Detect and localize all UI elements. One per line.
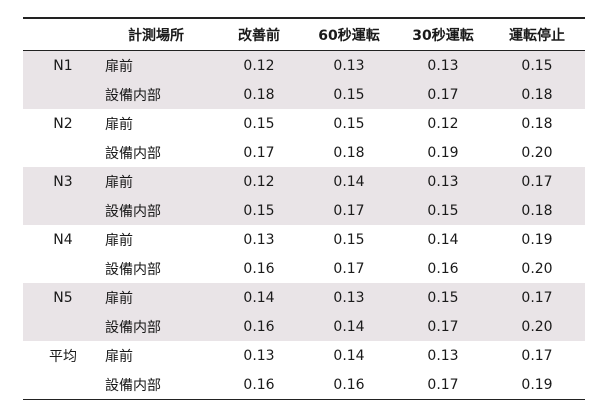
measurement-table-container: 計測場所 改善前 60秒運転 30秒運転 運転停止 N1 扉前 0.12 0.1… — [23, 17, 585, 400]
table-row: 設備内部 0.18 0.15 0.17 0.18 — [23, 80, 585, 109]
value-cell: 0.12 — [217, 167, 301, 196]
value-cell: 0.17 — [397, 370, 489, 400]
value-cell: 0.13 — [427, 347, 459, 364]
location-cell: 設備内部 — [105, 145, 161, 162]
location-cell: 扉前 — [103, 50, 217, 80]
value-cell: 0.18 — [521, 115, 553, 132]
table-row: N5 扉前 0.14 0.13 0.15 0.17 — [23, 283, 585, 312]
value-cell: 0.15 — [333, 231, 365, 248]
value-cell: 0.17 — [243, 144, 275, 161]
location-cell: 設備内部 — [103, 80, 217, 109]
group-label: N5 — [23, 283, 103, 312]
group-label: N3 — [23, 167, 103, 196]
value-cell: 0.19 — [489, 370, 585, 400]
value-cell: 0.14 — [333, 347, 365, 364]
value-cell: 0.12 — [217, 50, 301, 80]
value-cell: 0.16 — [427, 260, 459, 277]
value-cell: 0.20 — [489, 312, 585, 341]
value-cell: 0.18 — [489, 196, 585, 225]
header-row: 計測場所 改善前 60秒運転 30秒運転 運転停止 — [23, 17, 585, 51]
group-label-empty — [23, 80, 103, 109]
value-cell: 0.17 — [397, 80, 489, 109]
value-cell: 0.15 — [217, 196, 301, 225]
location-cell: 扉前 — [105, 348, 133, 365]
value-cell: 0.16 — [217, 370, 301, 400]
value-cell: 0.18 — [217, 80, 301, 109]
location-cell: 扉前 — [103, 283, 217, 312]
table-row: 設備内部 0.16 0.17 0.16 0.20 — [23, 254, 585, 283]
table-row: N2 扉前 0.15 0.15 0.12 0.18 — [23, 109, 585, 138]
value-cell: 0.19 — [427, 144, 459, 161]
value-cell: 0.18 — [489, 80, 585, 109]
header-60s-operation: 60秒運転 — [301, 17, 397, 51]
location-cell: 設備内部 — [103, 196, 217, 225]
table-row: 設備内部 0.16 0.14 0.17 0.20 — [23, 312, 585, 341]
value-cell: 0.14 — [301, 312, 397, 341]
value-cell: 0.15 — [397, 196, 489, 225]
location-cell: 設備内部 — [105, 261, 161, 278]
group-label-empty — [23, 370, 103, 400]
value-cell: 0.17 — [333, 260, 365, 277]
table-row: N1 扉前 0.12 0.13 0.13 0.15 — [23, 50, 585, 80]
value-cell: 0.17 — [397, 312, 489, 341]
value-cell: 0.18 — [333, 144, 365, 161]
value-cell: 0.16 — [243, 260, 275, 277]
value-cell: 0.13 — [397, 167, 489, 196]
group-label: N2 — [53, 115, 73, 132]
location-cell: 扉前 — [105, 232, 133, 249]
value-cell: 0.17 — [521, 347, 553, 364]
value-cell: 0.12 — [427, 115, 459, 132]
group-label-empty — [23, 138, 103, 167]
group-label: N4 — [53, 231, 73, 248]
value-cell: 0.13 — [301, 50, 397, 80]
value-cell: 0.16 — [217, 312, 301, 341]
value-cell: 0.14 — [427, 231, 459, 248]
value-cell: 0.20 — [521, 144, 553, 161]
measurement-table: 計測場所 改善前 60秒運転 30秒運転 運転停止 N1 扉前 0.12 0.1… — [23, 17, 585, 400]
header-group — [23, 17, 103, 51]
group-label-empty — [23, 312, 103, 341]
header-operation-stop: 運転停止 — [489, 17, 585, 51]
location-cell: 扉前 — [105, 116, 133, 133]
value-cell: 0.13 — [397, 50, 489, 80]
table-row: 平均 扉前 0.13 0.14 0.13 0.17 — [23, 341, 585, 370]
table-body: N1 扉前 0.12 0.13 0.13 0.15 設備内部 0.18 0.15… — [23, 50, 585, 400]
group-label: N1 — [23, 50, 103, 80]
value-cell: 0.13 — [243, 347, 275, 364]
header-location: 計測場所 — [103, 17, 217, 51]
value-cell: 0.17 — [489, 167, 585, 196]
group-label-empty — [23, 196, 103, 225]
value-cell: 0.20 — [521, 260, 553, 277]
table-row: N3 扉前 0.12 0.14 0.13 0.17 — [23, 167, 585, 196]
value-cell: 0.16 — [301, 370, 397, 400]
value-cell: 0.15 — [489, 50, 585, 80]
value-cell: 0.14 — [217, 283, 301, 312]
location-cell: 設備内部 — [103, 312, 217, 341]
location-cell: 扉前 — [103, 167, 217, 196]
location-cell: 設備内部 — [103, 370, 217, 400]
value-cell: 0.13 — [243, 231, 275, 248]
header-30s-operation: 30秒運転 — [397, 17, 489, 51]
value-cell: 0.17 — [301, 196, 397, 225]
value-cell: 0.14 — [301, 167, 397, 196]
header-before-improvement: 改善前 — [217, 17, 301, 51]
value-cell: 0.15 — [243, 115, 275, 132]
table-row: 設備内部 0.17 0.18 0.19 0.20 — [23, 138, 585, 167]
value-cell: 0.17 — [489, 283, 585, 312]
value-cell: 0.15 — [333, 115, 365, 132]
table-row: 設備内部 0.15 0.17 0.15 0.18 — [23, 196, 585, 225]
value-cell: 0.13 — [301, 283, 397, 312]
table-row: N4 扉前 0.13 0.15 0.14 0.19 — [23, 225, 585, 254]
value-cell: 0.15 — [397, 283, 489, 312]
table-row: 設備内部 0.16 0.16 0.17 0.19 — [23, 370, 585, 400]
group-label: 平均 — [49, 348, 77, 365]
value-cell: 0.15 — [301, 80, 397, 109]
group-label-empty — [23, 254, 103, 283]
value-cell: 0.19 — [521, 231, 553, 248]
